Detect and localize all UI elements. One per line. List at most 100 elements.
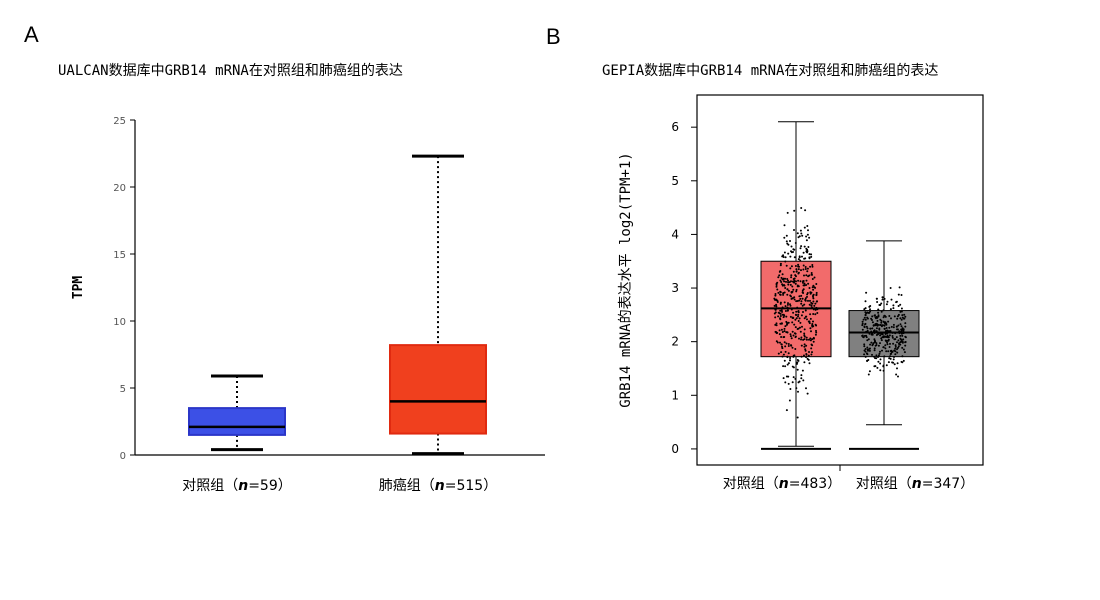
chart-b-point [892,307,895,310]
chart-b-point [811,344,814,347]
chart-b-point [783,251,786,254]
chart-b-point [782,336,785,339]
chart-b-point [896,351,899,354]
chart-b-point [898,286,901,289]
chart-b-point [785,342,788,345]
chart-b-point [807,229,809,232]
chart-b-point [877,354,880,357]
chart-b-point [789,357,792,359]
chart-b-point [804,297,807,300]
chart-b-point [867,373,870,376]
chart-b-point [797,258,800,261]
chart-b-point [791,285,794,288]
chart-b-point [810,347,813,350]
chart-b-point [899,341,902,344]
chart-b-point [793,354,796,357]
chart-b-point [787,352,790,355]
chart-b-point [785,315,788,318]
chart-b-point [793,323,796,326]
chart-b-point [865,291,868,294]
chart-b-point [864,318,867,321]
chart-b-point [790,280,792,283]
chart-b-point [803,328,806,331]
chart-b-point [779,341,781,344]
chart-b-point [806,357,809,360]
chart-b-point [816,312,819,314]
chart-b-point [798,337,800,340]
chart-b-point [900,310,903,313]
chart-b-point [880,339,883,342]
chart-b-point [792,270,795,273]
chart-b-point [900,339,903,341]
chart-b-point [879,369,882,372]
chart-b-point [802,268,805,271]
chart-b-point [808,287,811,289]
chart-a-y-tick-label: 25 [113,116,126,127]
chart-b-point [883,327,886,330]
chart-b-point [785,234,788,237]
chart-b-point [799,326,801,329]
chart-b-point [875,342,878,345]
chart-b-point [777,291,780,294]
chart-b-point [810,301,813,304]
chart-b-point [876,301,879,303]
chart-b-point [797,320,800,322]
chart-b-point [866,331,869,334]
chart-b-point [807,354,810,357]
chart-b-point [870,330,873,333]
chart-b-point [871,333,874,336]
chart-b-point [801,289,804,292]
chart-b-point [805,239,808,242]
chart-b-point [801,234,804,237]
chart-b-point [901,355,904,358]
chart-b-point [861,320,864,323]
chart-b-point [801,325,803,328]
chart-b-point [798,256,801,259]
chart-b-point [889,330,892,332]
chart-b-point [811,306,813,309]
chart-b-point [803,317,806,320]
chart-b-point [809,313,812,316]
chart-b-point [808,322,811,325]
chart-b-point [880,302,883,305]
chart-b-point [805,353,808,356]
chart-b-point [801,369,804,372]
chart-b-point [796,362,798,365]
chart-b-point [890,317,892,320]
chart-b-point [897,345,900,348]
chart-b-point [900,294,903,296]
chart-b-point [884,332,887,335]
chart-b-point [889,357,892,360]
chart-b-point [794,282,797,285]
chart-b-point [799,280,802,283]
chart-b-point [781,306,784,309]
chart-b-point [799,297,802,300]
chart-b-point [795,387,798,390]
chart-b-point [902,329,905,332]
chart-b-point [786,293,789,296]
chart-b-point [899,310,902,313]
chart-b-point [884,344,887,347]
chart-b-point [800,336,803,339]
chart-b-point [775,303,778,306]
chart-b-point [784,365,787,368]
chart-b-point [797,359,800,362]
chart-b-point [803,274,805,277]
chart-b-point [786,288,789,291]
chart-b-point [886,339,888,342]
chart-b-point [881,298,884,301]
chart-b-point [901,327,904,330]
chart-b-point [889,355,892,358]
chart-b-point [785,409,788,412]
chart-b-y-tick-label: 2 [671,335,679,349]
chart-b-point [784,345,787,348]
chart-b-point [875,354,878,357]
chart-b-point [794,326,797,329]
chart-b-point [799,247,802,250]
chart-b-point [887,330,890,333]
chart-b-point [869,305,872,307]
chart-b-point [808,362,811,365]
chart-b-point [816,308,819,311]
chart-b-point [802,251,805,254]
chart-b-point [796,306,799,309]
